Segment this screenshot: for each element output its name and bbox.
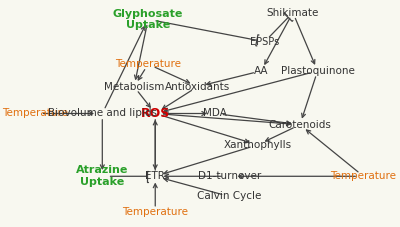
Text: Temperature: Temperature [122, 207, 188, 217]
Text: Carotenoids: Carotenoids [268, 120, 331, 130]
Text: Shikimate: Shikimate [267, 7, 319, 18]
Text: Glyphosate
Uptake: Glyphosate Uptake [113, 9, 183, 30]
Text: Calvin Cycle: Calvin Cycle [197, 191, 262, 201]
Text: MDA: MDA [203, 109, 227, 118]
Text: Antioxidants: Antioxidants [165, 81, 230, 91]
Text: D1-turnover: D1-turnover [198, 171, 261, 181]
Text: Atrazine
Uptake: Atrazine Uptake [76, 165, 128, 187]
Text: Metabolism: Metabolism [104, 81, 164, 91]
Text: ETR: ETR [145, 171, 165, 181]
Text: ROS: ROS [141, 107, 170, 120]
Text: Temperature: Temperature [115, 59, 181, 69]
Text: Biovolume and lipids: Biovolume and lipids [48, 109, 157, 118]
Text: AA: AA [254, 66, 268, 76]
Text: Temperature: Temperature [330, 171, 396, 181]
Text: Xanthophylls: Xanthophylls [224, 140, 292, 150]
Text: EPSPs: EPSPs [250, 37, 279, 47]
Text: Plastoquinone: Plastoquinone [281, 66, 354, 76]
Text: Temperature: Temperature [2, 109, 68, 118]
